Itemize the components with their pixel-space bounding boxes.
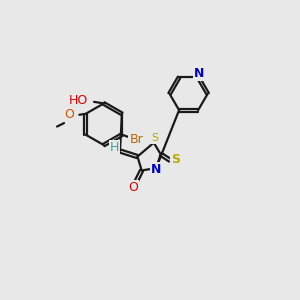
Text: O: O xyxy=(129,182,139,194)
Text: S: S xyxy=(171,153,180,166)
Text: O: O xyxy=(64,108,74,121)
Text: Br: Br xyxy=(129,133,143,146)
Text: N: N xyxy=(152,163,162,176)
Text: N: N xyxy=(194,67,204,80)
Text: S: S xyxy=(151,133,158,142)
Text: H: H xyxy=(110,141,119,154)
Text: HO: HO xyxy=(69,94,88,107)
